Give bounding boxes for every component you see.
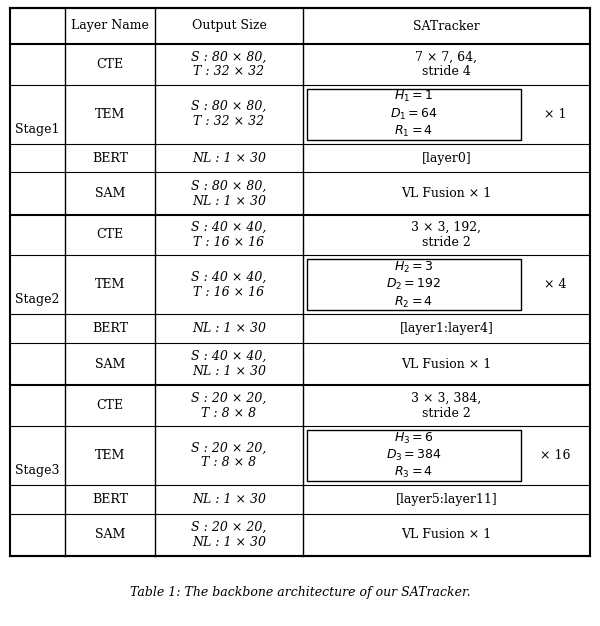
Text: $H_2 = 3$
$D_2 = 192$
$R_2 = 4$: $H_2 = 3$ $D_2 = 192$ $R_2 = 4$ [386, 260, 442, 310]
Text: BERT: BERT [92, 322, 128, 336]
Text: S : 40 × 40,
NL : 1 × 30: S : 40 × 40, NL : 1 × 30 [191, 350, 266, 378]
Text: S : 80 × 80,
T : 32 × 32: S : 80 × 80, T : 32 × 32 [191, 50, 266, 78]
Text: S : 20 × 20,
T : 8 × 8: S : 20 × 20, T : 8 × 8 [191, 392, 266, 419]
Text: S : 80 × 80,
T : 32 × 32: S : 80 × 80, T : 32 × 32 [191, 100, 266, 128]
Text: S : 20 × 20,
T : 8 × 8: S : 20 × 20, T : 8 × 8 [191, 441, 266, 470]
Text: 3 × 3, 192,
stride 2: 3 × 3, 192, stride 2 [412, 221, 481, 249]
Text: [layer0]: [layer0] [422, 151, 472, 165]
Text: TEM: TEM [95, 449, 125, 462]
Text: $H_1 = 1$
$D_1 = 64$
$R_1 = 4$: $H_1 = 1$ $D_1 = 64$ $R_1 = 4$ [390, 90, 438, 139]
Text: TEM: TEM [95, 108, 125, 121]
Text: $H_3 = 6$
$D_3 = 384$
$R_3 = 4$: $H_3 = 6$ $D_3 = 384$ $R_3 = 4$ [386, 431, 442, 480]
Text: TEM: TEM [95, 279, 125, 291]
Text: BERT: BERT [92, 151, 128, 165]
Text: SAM: SAM [95, 187, 125, 200]
Text: Table 1: The backbone architecture of our SATracker.: Table 1: The backbone architecture of ou… [130, 586, 470, 599]
Text: NL : 1 × 30: NL : 1 × 30 [192, 151, 266, 165]
Bar [307, 88, 521, 140]
Text: CTE: CTE [97, 228, 124, 242]
Text: VL Fusion × 1: VL Fusion × 1 [401, 187, 491, 200]
Bar [307, 259, 521, 310]
Text: × 4: × 4 [544, 279, 567, 291]
Text: S : 20 × 20,
NL : 1 × 30: S : 20 × 20, NL : 1 × 30 [191, 521, 266, 549]
Text: 3 × 3, 384,
stride 2: 3 × 3, 384, stride 2 [412, 392, 482, 419]
Text: VL Fusion × 1: VL Fusion × 1 [401, 357, 491, 371]
Text: SAM: SAM [95, 528, 125, 541]
Text: [layer5:layer11]: [layer5:layer11] [395, 493, 497, 506]
Text: NL : 1 × 30: NL : 1 × 30 [192, 322, 266, 336]
Text: × 1: × 1 [544, 108, 567, 121]
Text: SATracker: SATracker [413, 19, 480, 33]
Text: Stage2: Stage2 [16, 294, 60, 307]
Bar [307, 430, 521, 481]
Text: BERT: BERT [92, 493, 128, 506]
Text: CTE: CTE [97, 399, 124, 412]
Text: VL Fusion × 1: VL Fusion × 1 [401, 528, 491, 541]
Text: Layer Name: Layer Name [71, 19, 149, 33]
Text: NL : 1 × 30: NL : 1 × 30 [192, 493, 266, 506]
Text: S : 40 × 40,
T : 16 × 16: S : 40 × 40, T : 16 × 16 [191, 221, 266, 249]
Text: SAM: SAM [95, 357, 125, 371]
Text: 7 × 7, 64,
stride 4: 7 × 7, 64, stride 4 [415, 50, 478, 78]
Text: S : 40 × 40,
T : 16 × 16: S : 40 × 40, T : 16 × 16 [191, 271, 266, 299]
Text: Output Size: Output Size [191, 19, 266, 33]
Text: Stage3: Stage3 [16, 464, 60, 477]
Text: CTE: CTE [97, 58, 124, 71]
Text: S : 80 × 80,
NL : 1 × 30: S : 80 × 80, NL : 1 × 30 [191, 180, 266, 208]
Text: Stage1: Stage1 [16, 123, 60, 136]
Text: [layer1:layer4]: [layer1:layer4] [400, 322, 493, 336]
Text: × 16: × 16 [540, 449, 571, 462]
